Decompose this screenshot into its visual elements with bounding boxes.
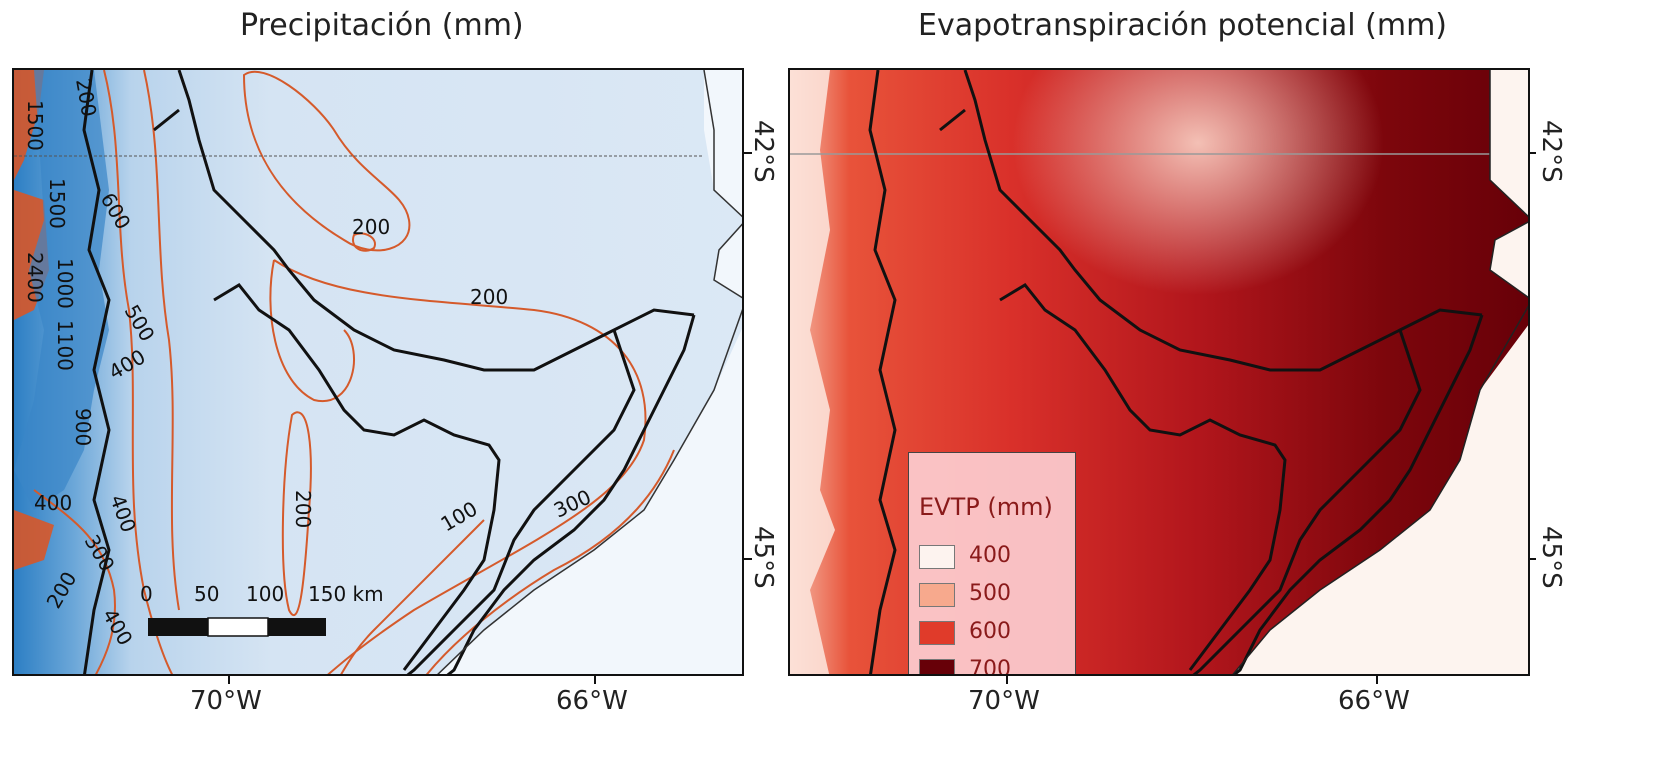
contour-label: 200	[291, 490, 315, 528]
ocean-east	[438, 70, 742, 674]
tick-right-70w	[1006, 676, 1008, 684]
tick-right-45	[1530, 558, 1536, 560]
lon-label-70w-right: 70°W	[968, 686, 1040, 716]
contour-label: 1500	[45, 178, 69, 229]
legend-swatch-600	[919, 621, 955, 645]
tick-right-66w	[1376, 676, 1378, 684]
legend-label: 700	[969, 657, 1011, 676]
contour-label: 1500	[23, 100, 47, 151]
left-panel-title: Precipitación (mm)	[240, 8, 524, 43]
evtp-legend: EVTP (mm) 400 500 600 700	[908, 452, 1076, 676]
legend-swatch-500	[919, 583, 955, 607]
legend-label: 400	[969, 543, 1011, 568]
contour-label: 1100	[53, 320, 77, 371]
basin-borders-right	[868, 70, 1484, 674]
coastline-left	[437, 70, 742, 674]
evapotranspiration-map-svg	[790, 70, 1528, 674]
contour-label: 200	[470, 285, 508, 309]
lat-label-45-left: 45°S	[748, 526, 778, 589]
right-panel-title: Evapotranspiración potencial (mm)	[918, 8, 1448, 43]
contour-label: 400	[34, 491, 72, 515]
contour-label: 200	[352, 215, 390, 239]
tick-left-70w	[228, 676, 230, 684]
lat-label-42-left: 42°S	[748, 120, 778, 183]
scale-label-50: 50	[194, 582, 220, 606]
coastline-right	[1232, 70, 1528, 674]
scale-label-0: 0	[140, 582, 153, 606]
precipitation-map-svg: 1500 200 1500 600 2400 1000 1100 500 400…	[14, 70, 742, 674]
scale-bar	[148, 617, 326, 637]
lat-label-45-right: 45°S	[1536, 526, 1566, 589]
tick-left-45	[744, 558, 752, 560]
scale-label-150: 150 km	[308, 582, 384, 606]
contour-label: 1000	[53, 258, 77, 309]
lon-label-66w-left: 66°W	[556, 686, 628, 716]
basin-borders-left	[82, 70, 696, 674]
legend-title: EVTP (mm)	[919, 493, 1053, 521]
legend-swatch-400	[919, 545, 955, 569]
scale-label-100: 100	[246, 582, 285, 606]
legend-label: 500	[969, 581, 1011, 606]
legend-label: 600	[969, 619, 1011, 644]
contour-label: 900	[71, 408, 95, 446]
tick-left-66w	[594, 676, 596, 684]
evapotranspiration-map: EVTP (mm) 400 500 600 700	[788, 68, 1530, 676]
lat-label-42-right: 42°S	[1536, 120, 1566, 183]
tick-left-42	[744, 152, 752, 154]
lon-label-70w-left: 70°W	[190, 686, 262, 716]
precip-contours	[33, 70, 675, 674]
contour-label: 2400	[23, 252, 47, 303]
precip-high-west	[14, 70, 109, 510]
lon-label-66w-right: 66°W	[1338, 686, 1410, 716]
ocean-east-right	[1233, 70, 1528, 674]
tick-right-42	[1530, 152, 1536, 154]
west-coast-light	[790, 70, 835, 674]
precipitation-map: 1500 200 1500 600 2400 1000 1100 500 400…	[12, 68, 744, 676]
precip-extreme-west	[14, 70, 54, 570]
legend-swatch-700	[919, 659, 955, 674]
